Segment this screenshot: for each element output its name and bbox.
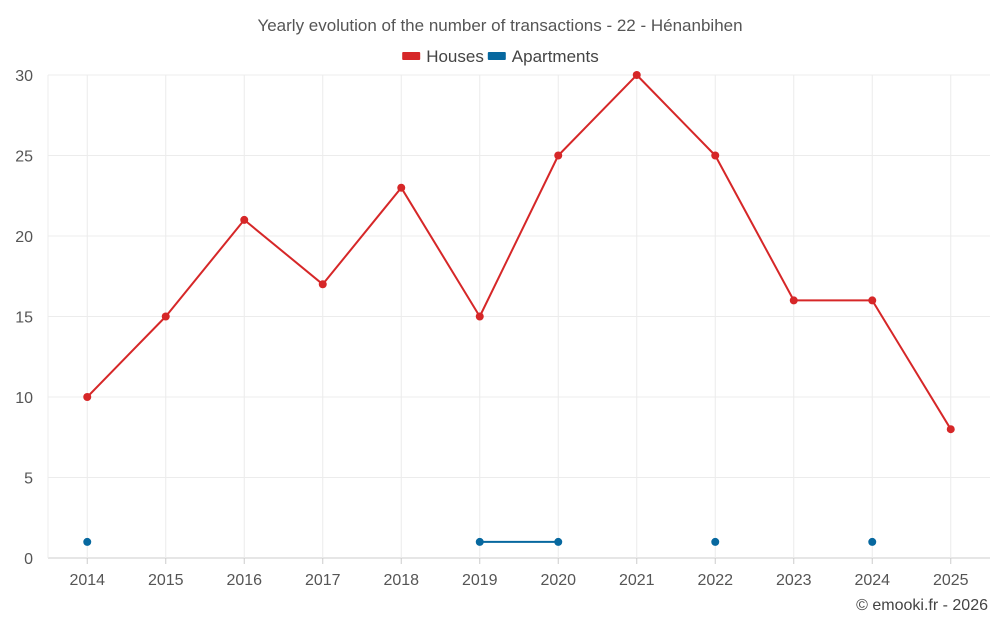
y-tick-label: 20 [15,229,33,246]
x-tick-label: 2024 [854,572,890,589]
legend: Houses Apartments [402,47,599,66]
x-tick-label: 2019 [462,572,498,589]
series-line-segment [321,186,403,286]
series-houses [83,71,955,434]
data-point [397,183,406,192]
y-tick-label: 25 [15,149,33,166]
data-point [475,537,484,546]
data-point [83,393,92,401]
series-apartments [83,537,877,546]
data-point [318,280,327,289]
data-point [632,71,641,79]
x-tick-label: 2015 [148,572,184,589]
data-point [554,537,563,546]
legend-swatch [402,52,421,60]
series-line-segment [164,218,246,318]
series-line-segment [635,74,717,157]
x-tick-label: 2023 [776,572,812,589]
data-point [240,215,249,224]
y-tick-label: 30 [15,68,33,85]
x-tick-label: 2021 [619,572,655,589]
series-line-segment [871,299,952,431]
series-line-segment [86,315,167,398]
data-point [554,151,563,160]
legend-item-houses: Houses [402,47,484,66]
y-tick-label: 10 [15,390,33,407]
data-point [946,425,955,434]
chart-title: Yearly evolution of the number of transa… [257,16,742,35]
data-point [711,151,720,160]
legend-swatch [487,52,506,60]
y-tick-label: 0 [24,551,33,568]
data-point [868,296,877,305]
data-point [711,537,720,546]
x-tick-label: 2020 [540,572,576,589]
grid [47,74,990,559]
x-tick-label: 2014 [69,572,105,589]
y-tick-label: 15 [15,310,33,327]
series-line-segment [557,74,638,157]
y-tick-label: 5 [24,471,33,488]
x-tick-label: 2017 [305,572,341,589]
series-line-segment [243,218,324,286]
legend-label: Houses [426,47,484,66]
data-point [475,312,484,321]
series-line-segment [714,154,795,302]
data-point [789,296,798,305]
legend-label: Apartments [512,47,599,66]
data-point [161,312,170,321]
series-line-segment [400,186,481,318]
x-tick-label: 2016 [226,572,262,589]
legend-item-apartments: Apartments [487,47,599,66]
x-tick-label: 2022 [697,572,733,589]
credit-text: © emooki.fr - 2026 [856,597,988,614]
x-tick-label: 2025 [933,572,969,589]
data-point [868,537,877,546]
series-line-segment [478,154,560,318]
data-point [83,537,92,546]
series-layer [83,71,955,546]
x-tick-label: 2018 [383,572,419,589]
